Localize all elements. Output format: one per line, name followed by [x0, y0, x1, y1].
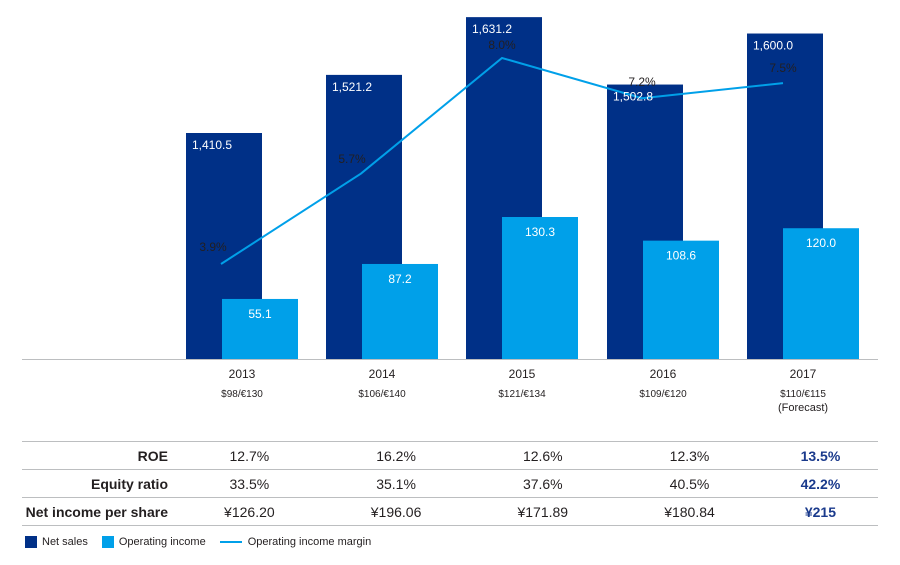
table-cell: 12.6% — [469, 441, 617, 470]
bar-operating-income — [222, 298, 298, 359]
series-line-margin — [220, 56, 784, 265]
x-tick-note: $98/€130 — [221, 389, 263, 400]
legend-item-margin: Operating income margin — [219, 536, 372, 548]
legend-label: Net sales — [42, 536, 88, 548]
table-row-equity-ratio: Equity ratio 33.5% 35.1% 37.6% 40.5% 42.… — [22, 469, 878, 498]
x-tick-note: $110/€115 — [780, 389, 826, 400]
data-label-operating-income: 130.3 — [525, 225, 555, 239]
row-label: Net income per share — [22, 497, 176, 526]
data-label-margin: 8.0% — [488, 38, 516, 52]
bar-operating-income — [362, 263, 438, 359]
table-cell: 16.2% — [322, 441, 470, 470]
table-cell: ¥196.06 — [322, 497, 470, 526]
table-cell: 12.7% — [176, 441, 323, 470]
bar-operating-income — [783, 228, 859, 359]
x-tick-label: 2016 — [650, 367, 677, 381]
table-cell: 37.6% — [469, 469, 617, 498]
table-cell: 40.5% — [616, 469, 763, 498]
table-cell: ¥171.89 — [469, 497, 617, 526]
x-tick-label: 2015 — [509, 367, 536, 381]
data-label-operating-income: 55.1 — [248, 307, 272, 321]
data-label-net-sales: 1,410.5 — [192, 138, 232, 152]
x-tick-note: $121/€134 — [498, 389, 546, 400]
chart: 1,410.5 55.1 1,521.2 87.2 1,631.2 130.3 1,502.… — [22, 17, 878, 414]
table-row-roe: ROE 12.7% 16.2% 12.6% 12.3% 13.5% — [22, 441, 878, 470]
table-cell-forecast: 13.5% — [762, 441, 878, 470]
table-cell-forecast: 42.2% — [762, 469, 878, 498]
table-cell: ¥126.20 — [176, 497, 323, 526]
operating-income-swatch — [101, 536, 114, 548]
margin-line-swatch — [219, 541, 242, 543]
table-cell: ¥180.84 — [616, 497, 763, 526]
data-label-net-sales: 1,502.8 — [613, 90, 653, 104]
bar-operating-income — [643, 240, 719, 359]
legend-label: Operating income margin — [247, 536, 372, 548]
row-label: Equity ratio — [22, 469, 176, 498]
metrics-table: ROE 12.7% 16.2% 12.6% 12.3% 13.5% Equity… — [22, 441, 878, 526]
data-label-margin: 3.9% — [199, 240, 227, 254]
forecast-note: (Forecast) — [778, 402, 828, 414]
legend: Net sales Operating income Operating inc… — [25, 533, 385, 551]
data-label-operating-income: 108.6 — [666, 249, 696, 263]
data-label-net-sales: 1,631.2 — [472, 22, 512, 36]
data-label-margin: 5.7% — [338, 152, 366, 166]
x-tick-label: 2017 — [790, 367, 817, 381]
data-label-operating-income: 120.0 — [806, 236, 836, 250]
legend-label: Operating income — [118, 536, 206, 548]
legend-item-operating-income: Operating income — [101, 536, 206, 548]
data-label-net-sales: 1,521.2 — [332, 80, 372, 94]
x-tick-label: 2014 — [369, 367, 396, 381]
data-label-margin: 7.2% — [628, 75, 656, 89]
x-tick-note: $109/€120 — [639, 389, 687, 400]
table-cell: 12.3% — [616, 441, 763, 470]
table-cell: 33.5% — [176, 469, 323, 498]
data-label-margin: 7.5% — [769, 61, 797, 75]
bar-operating-income — [502, 217, 578, 359]
table-cell: 35.1% — [322, 469, 470, 498]
net-sales-swatch — [25, 536, 37, 548]
data-label-net-sales: 1,600.0 — [753, 39, 793, 53]
x-tick-label: 2013 — [229, 367, 256, 381]
x-tick-note: $106/€140 — [358, 389, 406, 400]
data-label-operating-income: 87.2 — [388, 272, 412, 286]
table-cell-forecast: ¥215 — [762, 497, 878, 526]
legend-item-net-sales: Net sales — [25, 536, 88, 548]
table-row-net-income-per-share: Net income per share ¥126.20 ¥196.06 ¥17… — [22, 497, 878, 526]
row-label: ROE — [22, 441, 176, 470]
